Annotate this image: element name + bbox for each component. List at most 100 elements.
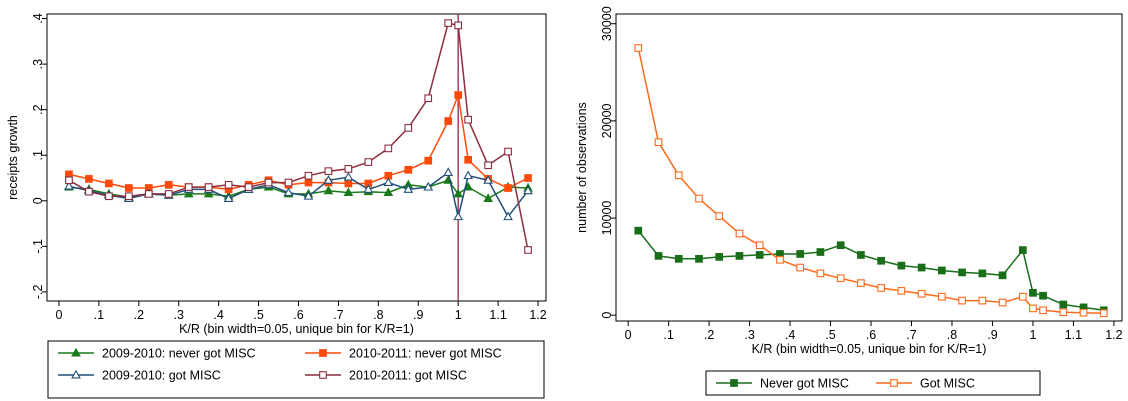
data-point xyxy=(1059,300,1068,309)
legend-entry: 2010-2011: got MISC xyxy=(305,369,467,383)
data-point xyxy=(65,176,73,185)
data-point xyxy=(244,183,253,191)
data-point xyxy=(897,287,906,295)
data-point xyxy=(1029,288,1037,297)
data-point xyxy=(283,187,294,197)
data-point xyxy=(1039,306,1047,315)
data-point xyxy=(695,254,703,263)
legend xyxy=(705,370,1041,396)
x-tick-label: .2 xyxy=(134,308,144,322)
x-tick-label: 1.2 xyxy=(1105,328,1122,342)
data-point xyxy=(324,167,333,176)
data-point xyxy=(938,266,946,275)
x-tick-label: .8 xyxy=(947,328,957,342)
legend-label: 2010-2011: got MISC xyxy=(349,369,467,383)
x-tick-label: .7 xyxy=(906,328,916,342)
data-point xyxy=(454,91,463,99)
data-point xyxy=(105,192,113,201)
data-point xyxy=(857,251,865,259)
y-tick-label: 0 xyxy=(31,197,45,204)
y-tick-label: 10000 xyxy=(600,201,614,236)
x-tick-label: .5 xyxy=(825,328,835,342)
x-tick-label: .5 xyxy=(253,308,263,322)
data-point xyxy=(184,183,193,191)
x-tick-label: .9 xyxy=(413,308,423,322)
data-point xyxy=(938,292,946,301)
legend-entry: 2010-2011: never got MISC xyxy=(305,347,502,361)
data-point xyxy=(836,274,845,283)
data-point xyxy=(524,246,532,254)
legend-label: 2010-2011: never got MISC xyxy=(349,347,502,361)
y-tick-label: .3 xyxy=(31,59,45,69)
data-point xyxy=(423,181,434,191)
series-2 xyxy=(634,44,1108,318)
data-point xyxy=(1018,292,1027,301)
data-point xyxy=(183,188,194,198)
data-point xyxy=(816,269,825,278)
legend-label: 2009-2010: got MISC xyxy=(102,369,221,383)
data-point xyxy=(303,190,314,200)
data-point xyxy=(674,171,683,180)
legend-label: 2009-2010: never got MISC xyxy=(102,347,256,361)
data-point xyxy=(383,187,394,197)
data-point xyxy=(85,175,93,183)
data-point xyxy=(343,171,354,181)
data-point xyxy=(998,271,1007,280)
legend-swatch-marker xyxy=(890,379,898,387)
data-point xyxy=(836,241,845,250)
data-point xyxy=(344,165,353,173)
legend-entry: Never got MISC xyxy=(716,377,849,391)
x-tick-label: 1 xyxy=(455,308,462,322)
x-axis-title: K/R (bin width=0.05, unique bin for K/R=… xyxy=(752,342,987,356)
data-point xyxy=(483,193,493,202)
x-tick-label: .8 xyxy=(373,308,383,322)
legend-entry: Got MISC xyxy=(876,377,975,391)
data-point xyxy=(654,138,663,147)
data-point xyxy=(383,177,394,187)
data-point xyxy=(654,252,663,260)
data-point xyxy=(715,212,724,220)
legend-label: Got MISC xyxy=(920,377,975,391)
y-axis-title: number of observations xyxy=(575,102,589,233)
data-point xyxy=(124,192,133,201)
data-point xyxy=(64,180,74,190)
x-tick-label: .9 xyxy=(987,328,997,342)
data-point xyxy=(304,178,313,187)
x-tick-label: 1.1 xyxy=(489,308,506,322)
legend-swatch-marker xyxy=(730,379,738,387)
x-tick-label: .1 xyxy=(94,308,104,322)
y-tick-label: 20000 xyxy=(600,103,614,138)
data-point xyxy=(796,250,805,258)
data-point xyxy=(124,184,133,192)
chart-panel-2: 0 .1 .2 .3 .4 .5 .6 .7 .8 .9 1 1.1 1.2 0 10000 20000 300… xyxy=(575,6,1123,396)
data-point xyxy=(978,296,987,305)
x-tick-label: .6 xyxy=(293,308,303,322)
x-tick-label: .3 xyxy=(744,328,754,342)
data-point xyxy=(917,289,926,298)
data-point xyxy=(998,298,1007,307)
y-tick-label: .4 xyxy=(31,13,45,23)
data-point xyxy=(164,180,173,189)
data-point xyxy=(1079,308,1088,317)
data-point xyxy=(1099,309,1108,318)
data-point xyxy=(877,256,885,265)
data-point xyxy=(897,261,906,270)
data-point xyxy=(453,211,464,221)
data-point xyxy=(323,175,334,184)
data-point xyxy=(223,193,234,202)
y-tick-label: .1 xyxy=(31,150,45,160)
data-point xyxy=(1059,308,1068,317)
y-tick-label: 30000 xyxy=(600,6,614,41)
data-point xyxy=(323,185,334,195)
data-point xyxy=(364,158,373,166)
data-point xyxy=(504,147,512,156)
data-point xyxy=(424,94,433,103)
data-point xyxy=(344,179,353,188)
data-point xyxy=(224,180,233,189)
data-point xyxy=(755,241,764,250)
data-point xyxy=(503,211,513,221)
legend-swatch-marker xyxy=(319,349,327,357)
data-point xyxy=(363,184,374,193)
legend xyxy=(47,340,545,399)
